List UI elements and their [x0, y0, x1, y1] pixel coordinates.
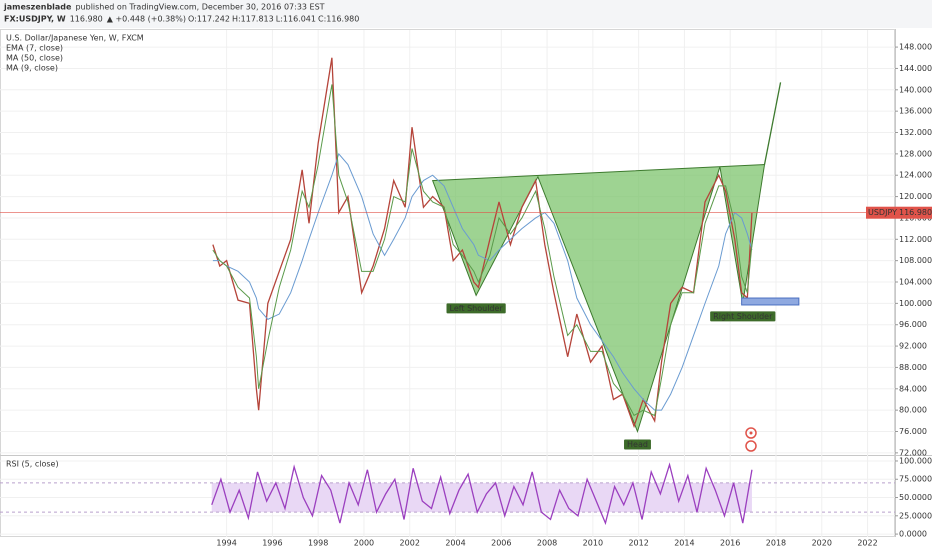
- y-tick-label: 88.000: [899, 363, 927, 372]
- y-tick-label: 120.000: [899, 192, 932, 201]
- indicator-legend: EMA (7, close): [6, 44, 63, 53]
- y-tick-label: 128.000: [899, 149, 932, 158]
- series-line: [212, 57, 753, 429]
- ohlc-value: 116.041: [283, 15, 316, 24]
- y-tick-label: 144.000: [899, 64, 932, 73]
- x-tick-label: 2020: [812, 539, 832, 548]
- y-tick-label: 112.000: [899, 235, 932, 244]
- pattern-label-box: [446, 303, 506, 314]
- header-bar: [0, 0, 932, 28]
- y-tick-label: 132.000: [899, 128, 932, 137]
- x-tick-label: 2006: [491, 539, 511, 548]
- x-tick-label: 1998: [308, 539, 328, 548]
- pattern-label-box: [624, 439, 651, 450]
- y-tick-label: 104.000: [899, 278, 932, 287]
- event-icon[interactable]: [745, 427, 757, 439]
- y-tick-label: 108.000: [899, 256, 932, 265]
- last-price-label: 116.980: [899, 208, 932, 217]
- x-tick-label: 1996: [262, 539, 282, 548]
- x-tick-label: 2010: [583, 539, 603, 548]
- rsi-panel: 0.0000 25.0000 50.0000 75.0000 100.0000 RSI (…: [0, 456, 932, 539]
- projection-line: [763, 82, 782, 165]
- x-tick-label: 2018: [766, 539, 786, 548]
- plot-frame: [0, 29, 895, 537]
- x-tick-label: 2002: [400, 539, 420, 548]
- y-tick-label: 92.000: [899, 342, 927, 351]
- change: ▲ +0.448 (+0.38%): [107, 15, 186, 24]
- panel-title: RSI (5, close): [6, 460, 59, 469]
- x-tick-label: 2014: [674, 539, 694, 548]
- y-tick-label: 76.000: [899, 427, 927, 436]
- y-tick-label: 50.0000: [899, 493, 932, 502]
- y-tick-label: 136.000: [899, 107, 932, 116]
- x-tick-label: 2000: [354, 539, 374, 548]
- last-price: 116.980: [70, 15, 103, 24]
- y-tick-label: 100.0000: [899, 456, 932, 465]
- y-tick-label: 25.0000: [899, 511, 932, 520]
- y-tick-label: 75.0000: [899, 475, 932, 484]
- y-tick-label: 148.000: [899, 43, 932, 52]
- last-price-box: [866, 206, 932, 219]
- ohlc-label: L:: [276, 15, 283, 24]
- published: published on TradingView.com, December 3…: [75, 3, 324, 12]
- x-tick-label: 2008: [537, 539, 557, 548]
- event-icon[interactable]: [745, 440, 757, 452]
- series-line: [211, 462, 753, 526]
- y-tick-label: 72.000: [899, 448, 927, 457]
- event-icon-dot: [749, 431, 753, 435]
- panel-title: U.S. Dollar/Japanese Yen, W, FXCM: [6, 34, 144, 43]
- x-tick-label: 2012: [628, 539, 648, 548]
- series-line: [212, 84, 753, 417]
- pattern-label: Head: [627, 440, 648, 449]
- y-tick-label: 124.000: [899, 171, 932, 180]
- y-tick-label: 80.000: [899, 406, 927, 415]
- ohlc-value: 116.980: [326, 15, 359, 24]
- rsi-band: [211, 482, 752, 513]
- series-line: [212, 152, 753, 411]
- y-tick-label: 84.000: [899, 384, 927, 393]
- y-tick-label: 140.000: [899, 85, 932, 94]
- x-tick-label: 1994: [216, 539, 236, 548]
- symbol: FX:USDJPY, W: [4, 15, 66, 24]
- ohlc-value: 117.813: [241, 15, 274, 24]
- ohlc-label: O:: [188, 15, 197, 24]
- author: jameszenblade: [3, 3, 72, 12]
- ohlc-label: H:: [232, 15, 241, 24]
- x-tick-label: 2016: [720, 539, 740, 548]
- y-tick-label: 100.000: [899, 299, 932, 308]
- y-tick-label: 96.000: [899, 320, 927, 329]
- ohlc-label: C:: [318, 15, 326, 24]
- x-tick-label: 2004: [445, 539, 465, 548]
- header: jameszenblade published on TradingView.co…: [3, 3, 359, 24]
- indicator-legend: MA (50, close): [6, 54, 63, 63]
- x-tick-label: 2022: [857, 539, 877, 548]
- last-price-name: USDJPY: [868, 208, 897, 217]
- pattern-label-box: [710, 311, 776, 322]
- pattern-label: Left Shoulder: [450, 304, 504, 313]
- ohlc-value: 117.242: [197, 15, 230, 24]
- head-shoulders-pattern: [431, 164, 766, 434]
- y-tick-label: 0.0000: [899, 530, 927, 539]
- support-zone: [741, 297, 800, 306]
- pattern-label: Right Shoulder: [713, 312, 773, 321]
- indicator-legend: MA (9, close): [6, 64, 58, 73]
